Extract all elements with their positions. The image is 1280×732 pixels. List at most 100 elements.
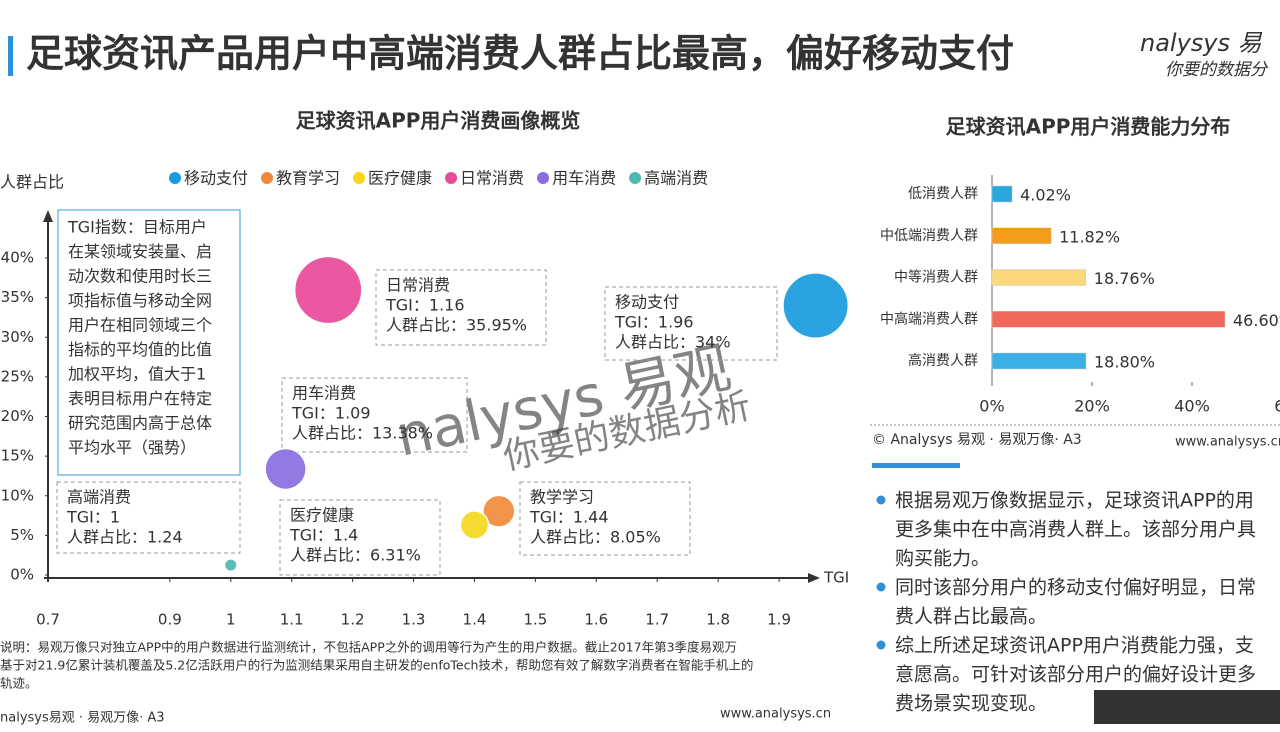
annotation-text: 人群占比：34%	[615, 333, 731, 352]
x-tick-label: 1.6	[584, 611, 608, 629]
annotation-box	[604, 286, 778, 361]
category-label: 中高端消费人群	[880, 310, 978, 327]
y-tick-label: 5%	[10, 526, 34, 544]
footer-site: www.analysys.cn	[720, 707, 831, 722]
y-tick-label: 10%	[1, 486, 34, 504]
x-tick-label: 0.9	[158, 611, 182, 629]
category-label: 中低端消费人群	[880, 228, 978, 244]
x-tick-label: 0.7	[36, 611, 60, 629]
y-tick-label: 30%	[1, 328, 34, 346]
note-line: TGI指数：目标用户	[67, 218, 207, 237]
chart-title: 足球资讯APP用户消费画像概览	[296, 109, 581, 133]
annotation-text: 移动支付	[615, 293, 679, 312]
category-label: 高消费人群	[908, 352, 978, 369]
legend-label: 移动支付	[184, 169, 248, 188]
bubble	[482, 494, 516, 528]
legend-marker	[445, 172, 458, 184]
x-tick-label: 1.7	[645, 611, 669, 629]
bar	[991, 352, 1087, 370]
bullet-dot	[876, 640, 886, 650]
x-tick-label: 1.4	[463, 611, 487, 629]
annotation-text: TGI：1.16	[385, 296, 465, 315]
y-tick-label: 35%	[1, 288, 34, 306]
bubble	[293, 255, 363, 325]
annotation-text: TGI：1.4	[289, 526, 358, 545]
bubble	[264, 447, 307, 491]
x-tick-label: 1.8	[706, 611, 730, 629]
annotation-text: TGI：1.09	[291, 404, 371, 423]
bar	[991, 185, 1013, 203]
note-box	[57, 209, 241, 476]
annotation-text: 人群占比：13.38%	[292, 424, 433, 443]
x-tick-label: 60%	[1274, 397, 1280, 416]
legend-marker	[537, 172, 550, 184]
y-tick-label: 15%	[1, 447, 34, 465]
x-tick-label: 1.2	[341, 611, 365, 629]
category-label: 中等消费人群	[894, 269, 978, 286]
value-label: 4.02%	[1020, 186, 1071, 205]
y-arrow	[43, 210, 53, 222]
bullet-text: 费人群占比最高。	[895, 606, 1047, 628]
chart-site: www.analysys.cn	[1175, 435, 1280, 450]
note-line: 指标的平均值的比值	[68, 340, 212, 359]
x-tick-label: 1.1	[280, 611, 304, 629]
watermark-site: www.9988158.com	[1102, 697, 1273, 716]
logo: nalysys 易	[1140, 29, 1263, 57]
annotation-text: 人群占比：6.31%	[290, 546, 421, 565]
value-label: 11.82%	[1059, 227, 1120, 246]
annotation-text: TGI：1.44	[529, 508, 609, 527]
title-accent	[8, 36, 13, 76]
logo-tagline: 你要的数据分	[1165, 60, 1269, 80]
chart-source: © Analysys 易观 · 易观万像· A3	[872, 432, 1082, 448]
annotation-box	[279, 499, 441, 576]
note: 说明：易观万像只对独立APP中的用户数据进行监测统计，不包括APP之外的调用等行…	[0, 640, 737, 655]
chart-title: 足球资讯APP用户消费能力分布	[946, 115, 1231, 139]
bullet-text: 根据易观万像数据显示，足球资讯APP的用	[895, 490, 1254, 512]
x-axis-label: TGI	[823, 569, 849, 587]
legend-marker	[169, 172, 181, 184]
x-tick-label: 1.3	[402, 611, 426, 629]
annotation-text: 人群占比：8.05%	[530, 528, 661, 547]
legend-label: 日常消费	[460, 169, 524, 188]
bullet-text: 更多集中在中高消费人群上。该部分用户具	[895, 519, 1256, 541]
y-tick-label: 25%	[1, 367, 34, 385]
bullet-text: 综上所述足球资讯APP用户消费能力强，支	[895, 635, 1254, 657]
x-tick-label: 20%	[1074, 397, 1110, 416]
bar	[991, 269, 1087, 286]
legend-marker	[261, 172, 274, 184]
annotation-text: TGI：1	[66, 508, 120, 527]
note-line: 加权平均，值大于1	[68, 365, 206, 384]
bubble	[782, 272, 850, 339]
y-axis-label: 人群占比	[0, 173, 64, 192]
bubble	[459, 510, 490, 540]
annotation-text: 医疗健康	[290, 506, 354, 525]
annotation-box	[375, 269, 547, 346]
category-label: 低消费人群	[908, 186, 978, 202]
note: 轨迹。	[0, 676, 38, 691]
x-tick-label: 40%	[1174, 397, 1210, 416]
legend-label: 用车消费	[552, 169, 616, 188]
bubble	[223, 558, 238, 573]
annotation-text: 人群占比：1.24	[67, 528, 183, 547]
note-line: 动次数和使用时长三	[68, 267, 212, 286]
legend-label: 医疗健康	[368, 169, 432, 188]
note-line: 项指标值与移动全网	[68, 291, 212, 310]
value-label: 18.76%	[1094, 269, 1155, 288]
bullet-text: 意愿高。可针对该部分用户的偏好设计更多	[895, 664, 1256, 686]
note-line: 表明目标用户在特定	[68, 389, 212, 408]
annotation-text: 高端消费	[67, 488, 131, 507]
annotation-box	[281, 377, 468, 453]
note-line: 用户在相同领域三个	[68, 316, 212, 335]
note: 基于对21.9亿累计装机覆盖及5.2亿活跃用户的行为监测结果采用自主研发的enf…	[0, 658, 753, 673]
annotation-text: 用车消费	[292, 384, 356, 403]
x-tick-label: 1	[226, 611, 236, 629]
annotation-text: 日常消费	[386, 276, 450, 295]
value-label: 46.60%	[1233, 311, 1280, 330]
annotation-box	[519, 481, 691, 556]
bullet-dot	[876, 495, 886, 505]
value-label: 18.80%	[1094, 353, 1155, 372]
bullet-dot	[876, 582, 886, 592]
page-title: 足球资讯产品用户中高端消费人群占比最高，偏好移动支付	[26, 32, 1014, 76]
bar	[991, 311, 1226, 328]
